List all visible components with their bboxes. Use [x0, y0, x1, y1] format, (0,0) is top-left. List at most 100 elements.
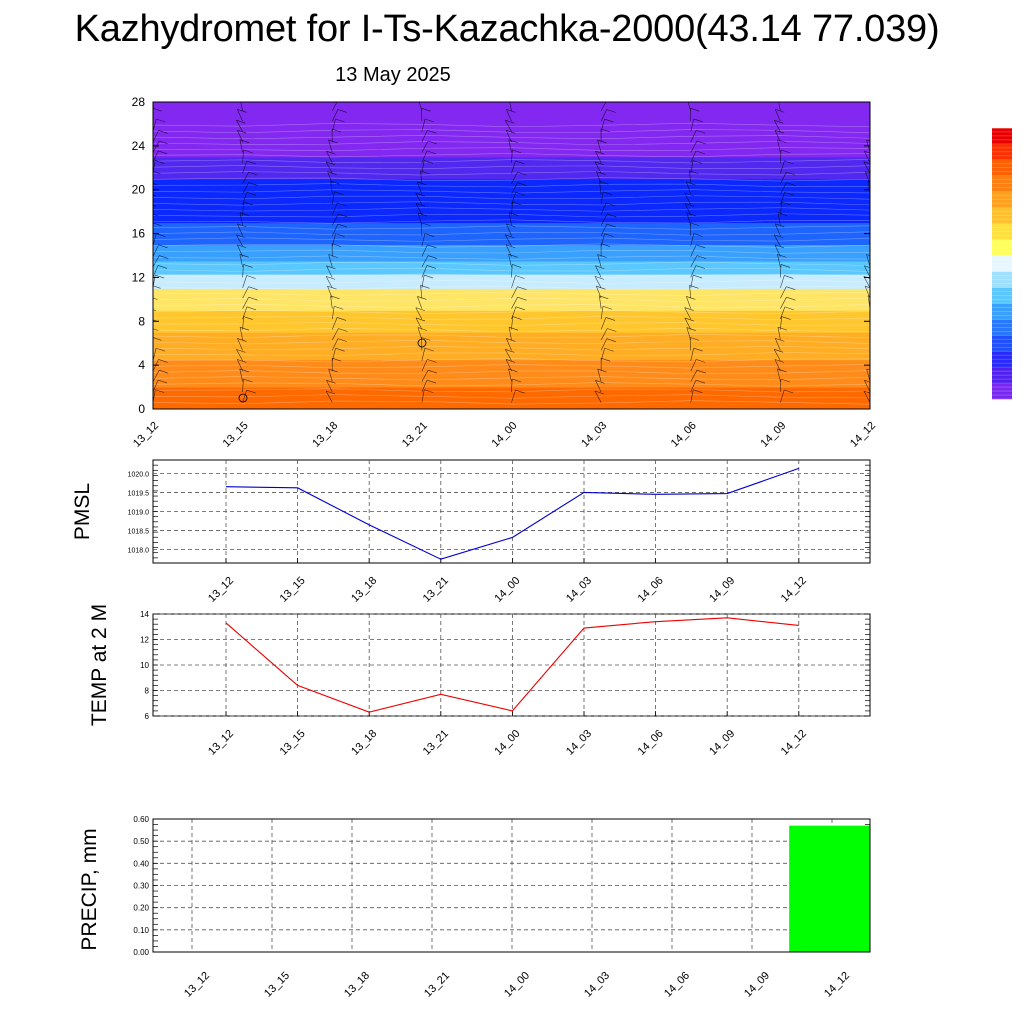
wind-barb-flag	[607, 213, 617, 218]
wind-barb-flag	[786, 286, 796, 290]
wind-barb	[511, 160, 516, 174]
wind-barb-flag	[605, 202, 616, 207]
colorbar-cell	[992, 171, 1012, 177]
wind-barb-flag	[239, 326, 250, 331]
wind-barb	[420, 285, 423, 299]
wind-barb	[239, 368, 243, 382]
wind-barb	[153, 193, 154, 195]
colorbar-cell	[992, 259, 1012, 264]
wind-barb	[325, 161, 333, 174]
y-tick-label: 10	[140, 661, 149, 670]
wind-barb-flag	[515, 389, 525, 394]
wind-barb-flag	[597, 139, 607, 144]
x-tick-label: 13_21	[421, 728, 451, 758]
wind-barb	[780, 297, 787, 309]
contour-line	[153, 352, 870, 357]
wind-barb	[690, 359, 697, 372]
wind-barb-flag	[248, 286, 258, 290]
wind-barb	[236, 359, 243, 372]
y-tick-label: 1019.5	[128, 490, 150, 497]
wind-barb	[780, 316, 782, 330]
wind-barb	[330, 181, 333, 195]
contour-line	[153, 267, 870, 272]
colorbar-cell	[992, 235, 1012, 240]
wind-barb	[869, 359, 870, 361]
wind-barb	[237, 223, 243, 236]
wind-barb	[242, 160, 248, 174]
wind-barb-flag	[237, 109, 247, 113]
wind-barb-flag	[693, 274, 703, 279]
wind-barb-flag	[239, 368, 249, 373]
wind-barb-flag	[515, 160, 525, 165]
wind-barb-flag	[508, 254, 518, 258]
wind-barb-flag	[690, 222, 700, 227]
wind-barb	[690, 130, 697, 143]
calm-wind-marker	[417, 338, 427, 348]
wind-barb-flag	[684, 307, 694, 311]
wind-barb-flag	[505, 119, 515, 124]
wind-barb	[153, 370, 160, 382]
wind-barb-flag	[427, 140, 438, 145]
wind-barb-flag	[417, 212, 428, 217]
wind-barb	[594, 390, 602, 403]
wind-barb	[600, 348, 605, 361]
wind-barb	[330, 295, 333, 309]
wind-barb-flag	[515, 306, 525, 311]
wind-barb	[331, 213, 339, 226]
wind-barb-flag	[606, 338, 616, 342]
wind-barb-flag	[155, 274, 165, 279]
wind-barb	[236, 234, 243, 247]
wind-barb	[778, 102, 781, 111]
wind-barb-flag	[876, 339, 885, 342]
wind-barb	[509, 102, 512, 111]
wind-barb-flag	[775, 108, 785, 113]
x-tick-label: 13_15	[278, 575, 308, 605]
wind-barb	[153, 265, 159, 278]
colorbar-cell	[992, 207, 1012, 212]
x-tick-label: 14_12	[779, 575, 809, 605]
x-tick-label: 13_18	[342, 970, 372, 1000]
wind-barb	[421, 274, 425, 288]
y-tick-label: 14	[140, 610, 149, 619]
wind-barb	[863, 276, 870, 288]
wind-barb	[689, 222, 692, 236]
wind-barb-flag	[777, 139, 787, 144]
wind-barb-flag	[156, 233, 166, 237]
y-tick-label: 1018.0	[128, 548, 150, 555]
y-tick-label: 0.00	[133, 948, 149, 957]
wind-barb	[153, 130, 159, 143]
x-tick-label: 14_00	[502, 970, 532, 1000]
colorbar-cell	[992, 299, 1012, 304]
wind-barb	[328, 139, 333, 153]
wind-barb	[869, 224, 870, 226]
colorbar-cell	[992, 135, 1012, 141]
wind-barb-flag	[153, 328, 159, 331]
colorbar-cell	[992, 359, 1012, 364]
wind-barb	[869, 120, 870, 122]
wind-barb-flag	[696, 359, 706, 363]
wind-barb	[331, 233, 336, 247]
wind-barb-flag	[331, 243, 342, 247]
wind-barb-flag	[874, 234, 883, 237]
wind-barb-flag	[246, 389, 256, 394]
wind-barb-flag	[517, 171, 527, 176]
wind-barb-flag	[874, 348, 883, 351]
y-tick-label: 6	[145, 712, 150, 721]
wind-barb-flag	[240, 98, 249, 101]
cross-section-field	[153, 98, 885, 409]
wind-barb-flag	[153, 337, 162, 341]
colorbar-cell	[992, 195, 1012, 200]
wind-barb-flag	[595, 265, 605, 270]
wind-barb-flag	[876, 328, 885, 331]
wind-barb	[331, 118, 336, 132]
wind-barb	[153, 214, 154, 215]
wind-barb	[327, 171, 333, 184]
wind-barb-flag	[505, 234, 515, 239]
wind-barb-flag	[243, 264, 253, 268]
contour-line	[153, 286, 870, 290]
colorbar-cell	[992, 131, 1012, 137]
y-tick-label: 0	[138, 402, 145, 416]
x-tick-label: 13_18	[310, 420, 340, 450]
wind-barb-flag	[686, 212, 696, 217]
wind-barb-flag	[605, 317, 616, 321]
